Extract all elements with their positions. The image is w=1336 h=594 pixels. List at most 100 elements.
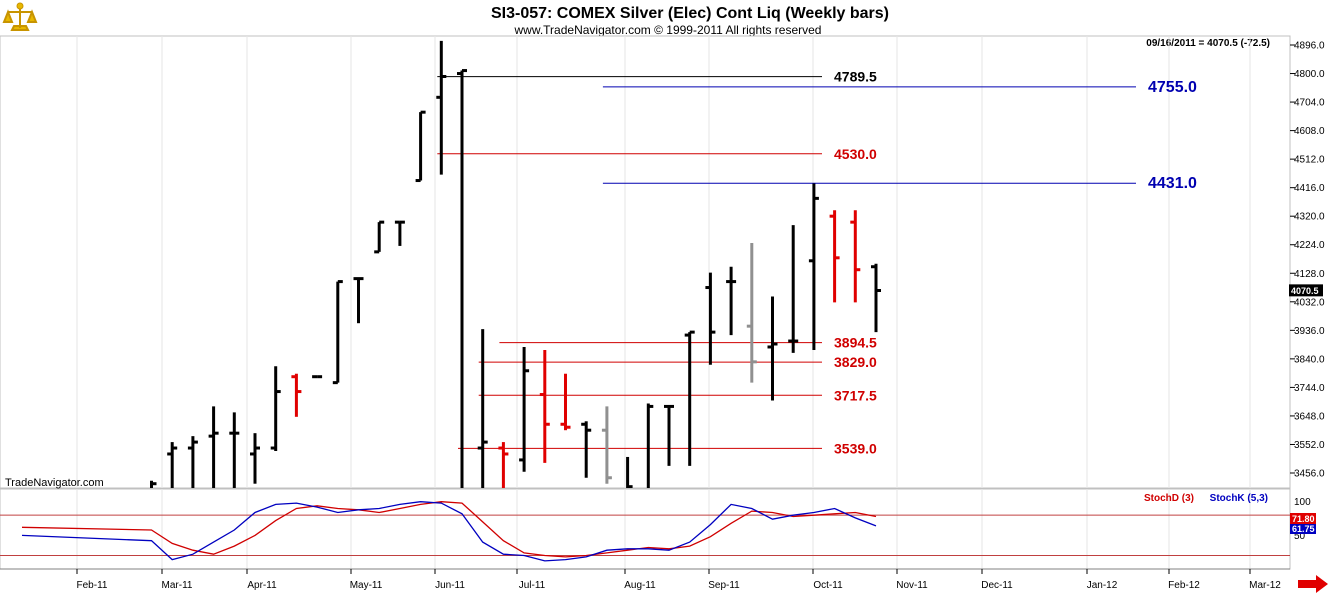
x-tick-label: Feb-12 bbox=[1168, 580, 1200, 591]
ohlc-bar bbox=[581, 421, 592, 478]
y-tick-label: 4608.0 bbox=[1294, 126, 1325, 137]
stoch-k-readout: 61.75 bbox=[1292, 524, 1315, 534]
x-tick-label: Jul-11 bbox=[519, 580, 546, 591]
ohlc-bar bbox=[767, 296, 778, 401]
y-tick-label: 4704.0 bbox=[1294, 98, 1325, 109]
x-tick-label: Apr-11 bbox=[247, 580, 277, 591]
stochastic-axis: 100 50 bbox=[1294, 497, 1311, 542]
ohlc-bar bbox=[457, 69, 467, 488]
y-tick-label: 4512.0 bbox=[1294, 155, 1325, 166]
x-tick-label: Feb-11 bbox=[77, 580, 108, 591]
x-tick-label: Jun-11 bbox=[435, 580, 465, 591]
y-tick-label: 3456.0 bbox=[1294, 469, 1325, 480]
price-panel bbox=[0, 35, 1291, 489]
ohlc-bar bbox=[394, 220, 405, 246]
ohlc-bar bbox=[498, 442, 509, 488]
last-price-label: 4070.5 bbox=[1291, 286, 1319, 296]
y-tick-label: 3552.0 bbox=[1294, 440, 1325, 451]
stoch-d-line bbox=[21, 501, 877, 558]
price-info-readout: 09/16/2011 = 4070.5 (-72.5) bbox=[1146, 38, 1270, 49]
ohlc-bar bbox=[539, 349, 550, 463]
price-grid bbox=[76, 36, 1251, 488]
y-tick-label: 4896.0 bbox=[1294, 41, 1325, 52]
stoch-y-tick-label: 50 bbox=[1294, 531, 1306, 542]
price-axis: 4896.0 4800.0 4704.0 4608.0 4512.0 4416.0 4320… bbox=[1290, 41, 1325, 480]
level-label: 4431.0 bbox=[1148, 175, 1197, 192]
stochastic-panel bbox=[0, 488, 1291, 570]
level-label: 4530.0 bbox=[834, 146, 877, 162]
y-tick-label: 3744.0 bbox=[1294, 383, 1325, 394]
ohlc-bar bbox=[664, 404, 674, 466]
ohlc-bar bbox=[436, 40, 447, 175]
ohlc-bar bbox=[601, 406, 612, 484]
ohlc-bar bbox=[353, 277, 364, 324]
ohlc-bar bbox=[560, 373, 571, 431]
y-tick-label: 4800.0 bbox=[1294, 69, 1325, 80]
y-tick-label: 4416.0 bbox=[1294, 183, 1325, 194]
ohlc-bar bbox=[519, 346, 530, 472]
y-tick-label: 3840.0 bbox=[1294, 354, 1325, 365]
x-tick-label: May-11 bbox=[350, 580, 383, 591]
stoch-k-line bbox=[21, 501, 877, 562]
stochastic-lines bbox=[21, 501, 877, 562]
ohlc-bar bbox=[187, 436, 198, 488]
ohlc-bar bbox=[270, 366, 281, 452]
x-tick-label: Jan-12 bbox=[1087, 580, 1118, 591]
level-label: 3829.0 bbox=[834, 354, 877, 370]
level-label: 3539.0 bbox=[834, 440, 877, 456]
ohlc-bar bbox=[477, 329, 488, 488]
ohlc-bar bbox=[415, 110, 426, 183]
ohlc-bar bbox=[829, 210, 840, 303]
level-label: 4789.5 bbox=[834, 69, 877, 85]
y-tick-label: 3936.0 bbox=[1294, 326, 1325, 337]
legend-stoch-k: StochK (5,3) bbox=[1210, 493, 1268, 504]
ohlc-bar bbox=[374, 220, 385, 254]
ohlc-bar bbox=[250, 433, 260, 484]
x-tick-label: Nov-11 bbox=[896, 580, 928, 591]
ohlc-bar bbox=[229, 412, 240, 488]
x-tick-label: Aug-11 bbox=[624, 580, 656, 591]
stoch-y-tick-label: 100 bbox=[1294, 497, 1311, 508]
stochastic-readout: 71.80 61.75 bbox=[1290, 513, 1316, 534]
ohlc-bar bbox=[208, 406, 219, 488]
ohlc-bar bbox=[167, 442, 178, 488]
level-label: 4755.0 bbox=[1148, 79, 1197, 96]
levels-layer: 4789.5 4755.0 4530.0 4431.0 3894.5 3829.0 3717… bbox=[437, 69, 1197, 456]
logo-scale-icon[interactable] bbox=[2, 2, 38, 36]
chart-title: SI3-057: COMEX Silver (Elec) Cont Liq (W… bbox=[491, 5, 889, 22]
stoch-d-readout: 71.80 bbox=[1292, 514, 1315, 524]
ohlc-bar bbox=[332, 280, 343, 385]
ohlc-bar bbox=[684, 330, 695, 466]
x-tick-label: Sep-11 bbox=[708, 580, 740, 591]
ohlc-bar bbox=[746, 242, 757, 383]
price-bars bbox=[150, 40, 881, 488]
ohlc-bar bbox=[788, 225, 799, 353]
ohlc-bar bbox=[850, 210, 861, 303]
ohlc-bar bbox=[291, 373, 302, 417]
x-tick-label: Oct-11 bbox=[813, 580, 843, 591]
ohlc-bar bbox=[646, 403, 654, 488]
scroll-right-arrow-icon[interactable] bbox=[1298, 575, 1328, 593]
y-tick-label: 4128.0 bbox=[1294, 269, 1325, 280]
brand-label: TradeNavigator.com bbox=[5, 477, 104, 489]
time-axis: Feb-11 Mar-11 Apr-11 May-11 Jun-11 Jul-11 Aug-… bbox=[0, 568, 1290, 591]
ohlc-bar bbox=[150, 480, 157, 488]
x-tick-label: Mar-11 bbox=[162, 580, 193, 591]
last-price-badge: 4070.5 bbox=[1289, 284, 1323, 297]
ohlc-bar bbox=[871, 263, 881, 333]
copyright-text: www.TradeNavigator.com © 1999-2011 All r… bbox=[514, 23, 822, 37]
level-label: 3894.5 bbox=[834, 335, 877, 351]
stochastic-grid bbox=[0, 489, 1290, 569]
x-tick-label: Dec-11 bbox=[981, 580, 1013, 591]
y-tick-label: 4032.0 bbox=[1294, 297, 1325, 308]
level-label: 3717.5 bbox=[834, 387, 877, 403]
ohlc-bar bbox=[626, 456, 633, 488]
y-tick-label: 4224.0 bbox=[1294, 240, 1325, 251]
ohlc-bar bbox=[726, 266, 737, 336]
y-tick-label: 4320.0 bbox=[1294, 212, 1325, 223]
x-tick-label: Mar-12 bbox=[1249, 580, 1281, 591]
y-tick-label: 3648.0 bbox=[1294, 411, 1325, 422]
legend-stoch-d: StochD (3) bbox=[1144, 493, 1194, 504]
ohlc-bar bbox=[808, 183, 819, 350]
